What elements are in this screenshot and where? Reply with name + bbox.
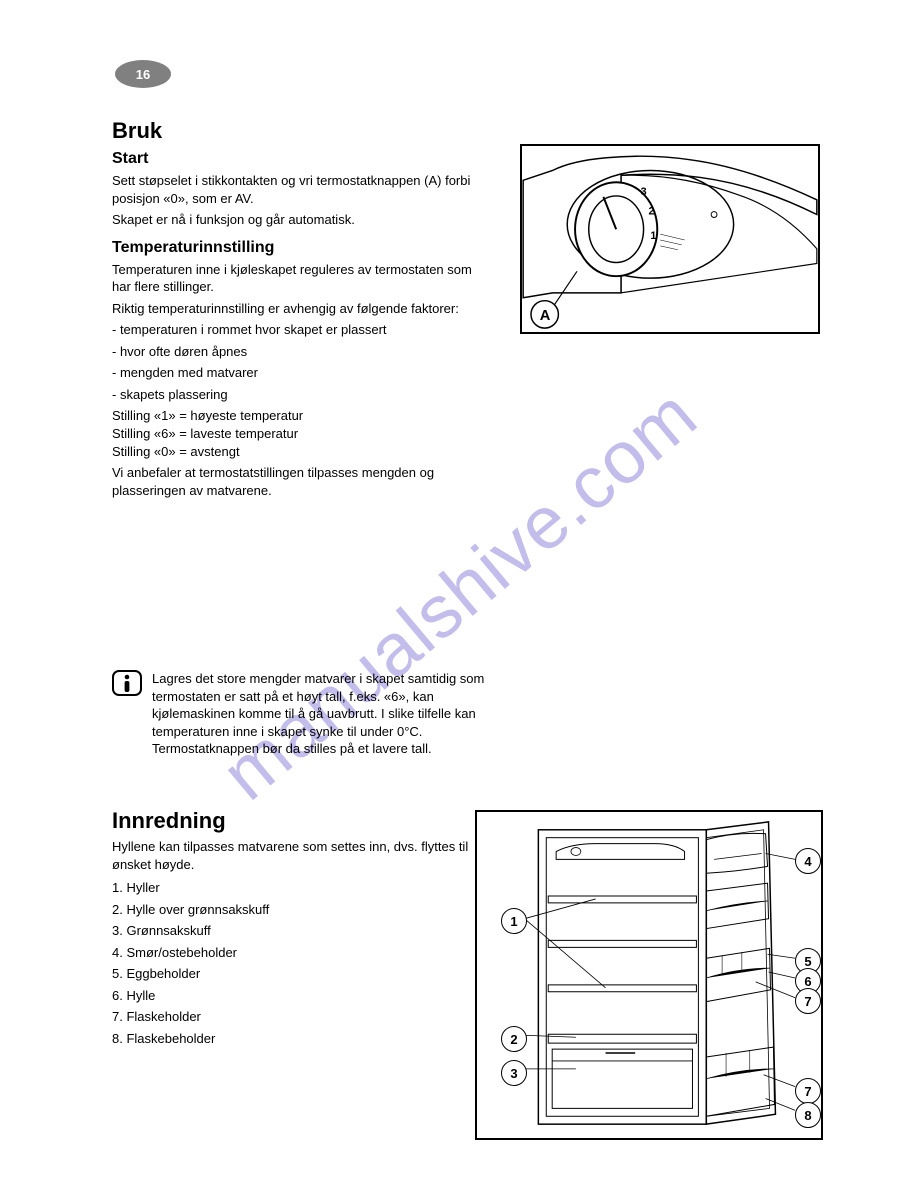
section-innredning: Innredning Hyllene kan tilpasses matvare… xyxy=(112,808,492,1051)
note-text: Lagres det store mengder matvarer i skap… xyxy=(152,670,492,758)
paragraph: Riktig temperaturinnstilling er avhengig… xyxy=(112,300,492,318)
legend-item: 3. Grønnsakskuff xyxy=(112,922,492,940)
callout-2: 2 xyxy=(501,1026,527,1052)
svg-text:2: 2 xyxy=(648,206,654,218)
page-number-badge: 16 xyxy=(115,60,171,88)
paragraph: Hyllene kan tilpasses matvarene som sett… xyxy=(112,838,492,873)
callout-7b: 7 xyxy=(795,1078,821,1104)
paragraph: Stilling «1» = høyeste temperatur Stilli… xyxy=(112,407,492,460)
legend-item: 2. Hylle over grønnsakskuff xyxy=(112,901,492,919)
figure-thermostat: 3 2 1 A xyxy=(520,144,820,334)
legend-item: 4. Smør/ostebeholder xyxy=(112,944,492,962)
callout-3: 3 xyxy=(501,1060,527,1086)
section-title-innredning: Innredning xyxy=(112,808,492,834)
callout-8: 8 xyxy=(795,1102,821,1128)
subsection-title-temp: Temperaturinnstilling xyxy=(112,239,492,257)
paragraph: Sett støpselet i stikkontakten og vri te… xyxy=(112,172,492,207)
figure-fridge-interior: 1 2 3 4 5 6 7 7 8 xyxy=(475,810,823,1140)
paragraph: Skapet er nå i funksjon og går automatis… xyxy=(112,211,492,229)
list-item: - temperaturen i rommet hvor skapet er p… xyxy=(112,321,492,339)
paragraph: Temperaturen inne i kjøleskapet regulere… xyxy=(112,261,492,296)
subsection-title-start: Start xyxy=(112,150,492,168)
callout-4: 4 xyxy=(795,848,821,874)
page-number: 16 xyxy=(136,67,150,82)
list-item: - skapets plassering xyxy=(112,386,492,404)
list-item: - hvor ofte døren åpnes xyxy=(112,343,492,361)
legend-item: 8. Flaskebeholder xyxy=(112,1030,492,1048)
legend-item: 5. Eggbeholder xyxy=(112,965,492,983)
paragraph: Vi anbefaler at termostatstillingen tilp… xyxy=(112,464,492,499)
legend-item: 1. Hyller xyxy=(112,879,492,897)
legend-item: 6. Hylle xyxy=(112,987,492,1005)
section-title-bruk: Bruk xyxy=(112,118,492,144)
note-block: Lagres det store mengder matvarer i skap… xyxy=(152,670,492,762)
legend-item: 7. Flaskeholder xyxy=(112,1008,492,1026)
svg-text:A: A xyxy=(540,308,551,324)
svg-text:3: 3 xyxy=(641,186,647,198)
callout-1: 1 xyxy=(501,908,527,934)
callout-7a: 7 xyxy=(795,988,821,1014)
info-icon xyxy=(112,670,142,696)
section-bruk: Bruk Start Sett støpselet i stikkontakte… xyxy=(112,118,492,503)
svg-text:1: 1 xyxy=(650,230,656,242)
list-item: - mengden med matvarer xyxy=(112,364,492,382)
